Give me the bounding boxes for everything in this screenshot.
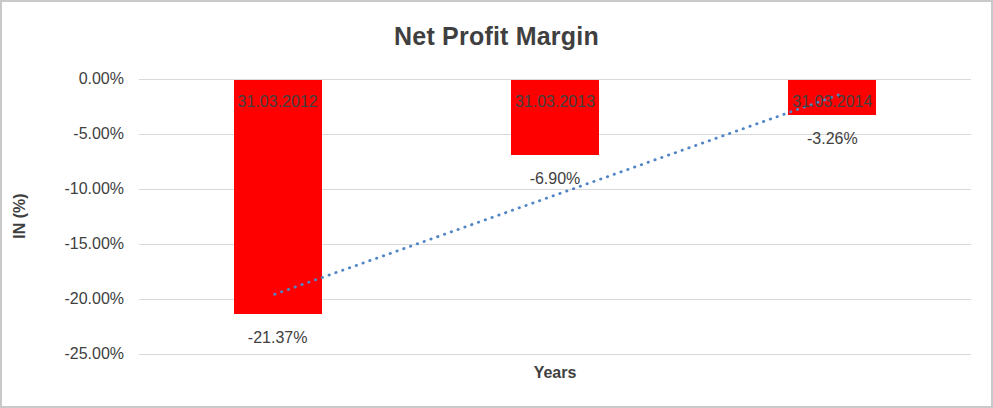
x-axis-title: Years [139, 364, 971, 382]
bar-31.03.2012 [234, 80, 322, 314]
y-axis-tick-label: -10.00% [38, 180, 124, 198]
data-label: -6.90% [490, 169, 620, 188]
data-label: -21.37% [213, 328, 343, 347]
category-label: 31.03.2013 [490, 92, 620, 112]
y-axis-tick-label: -15.00% [38, 235, 124, 253]
gridline [139, 354, 971, 355]
chart-canvas: Net Profit Margin IN (%) 0.00% -5.00% -10.… [0, 0, 993, 408]
y-axis-tick-label: -5.00% [38, 125, 124, 143]
y-axis-tick-label: -20.00% [38, 290, 124, 308]
y-axis-tick-label: 0.00% [38, 70, 124, 88]
chart-title: Net Profit Margin [2, 22, 991, 51]
y-axis-tick-label: -25.00% [38, 345, 124, 363]
y-axis-title-text: IN (%) [11, 193, 29, 238]
trendline-layer [2, 2, 993, 408]
data-label: -3.26% [767, 129, 897, 148]
category-label: 31.03.2014 [767, 92, 897, 112]
category-label: 31.03.2012 [213, 92, 343, 112]
